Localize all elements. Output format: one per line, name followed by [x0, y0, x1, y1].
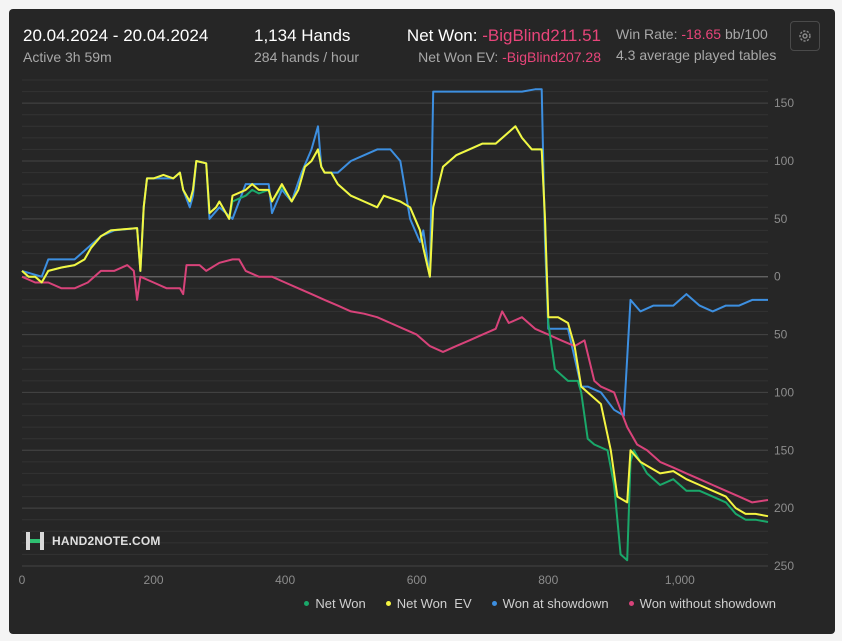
chart-grid — [22, 79, 768, 567]
legend-label: Net Won EV — [396, 596, 472, 611]
y-tick-label: 100 — [774, 154, 794, 168]
win-rate-unit: bb/100 — [724, 26, 768, 42]
net-won-value: -BigBlind211.51 — [482, 26, 601, 45]
x-tick-label: 1,000 — [665, 573, 695, 587]
net-won-ev-value: -BigBlind207.28 — [502, 49, 601, 65]
series-line-net-won — [21, 125, 769, 562]
legend-dot — [304, 601, 310, 606]
y-tick-label: 50 — [774, 212, 788, 226]
y-tick-label: 250 — [774, 559, 794, 573]
x-tick-label: 800 — [538, 573, 558, 587]
series-line-net-won-ev — [21, 125, 769, 518]
y-tick-label: 150 — [774, 96, 794, 110]
legend-item[interactable]: Won without showdown — [628, 596, 776, 611]
legend-label: Net Won — [315, 596, 366, 611]
x-tick-label: 600 — [407, 573, 427, 587]
date-range: 20.04.2024 - 20.04.2024 — [23, 26, 209, 45]
net-won-ev: Net Won EV: -BigBlind207.28 — [418, 49, 601, 65]
legend-item[interactable]: Net Won — [304, 596, 366, 611]
y-tick-label: 100 — [774, 385, 794, 399]
chart-series — [21, 88, 769, 562]
legend-item[interactable]: Won at showdown — [491, 596, 609, 611]
legend-dot — [628, 601, 634, 606]
chart-legend: Net Won Net Won EV Won at showdown Won with… — [304, 596, 776, 611]
net-won-label: Net Won: — [406, 26, 478, 45]
y-tick-label: 50 — [774, 328, 788, 342]
win-rate-label: Win Rate: — [616, 26, 678, 42]
net-won-ev-label: Net Won EV: — [418, 49, 499, 65]
logo-text: HAND2NOTE.COM — [52, 534, 161, 548]
legend-dot — [491, 601, 497, 606]
win-rate: Win Rate: -18.65 bb/100 — [616, 26, 768, 42]
settings-button[interactable] — [790, 21, 820, 51]
legend-item[interactable]: Net Won EV — [385, 596, 472, 611]
active-time: Active 3h 59m — [23, 49, 112, 65]
x-axis-labels: 0 200 400 600 800 1,000 — [19, 573, 696, 587]
net-won: Net Won: -BigBlind211.51 — [407, 26, 601, 46]
graph-panel: 20.04.2024 - 20.04.2024 Active 3h 59m 1,… — [9, 9, 835, 634]
legend-label: Won without showdown — [639, 596, 776, 611]
y-tick-label: 0 — [774, 270, 781, 284]
hands-per-hour: 284 hands / hour — [254, 49, 360, 65]
series-line-won-without-showdown — [21, 258, 769, 504]
x-tick-label: 200 — [144, 573, 164, 587]
legend-dot — [385, 601, 391, 606]
gear-icon — [799, 30, 811, 42]
win-rate-value: -18.65 — [681, 26, 722, 42]
x-tick-label: 400 — [275, 573, 295, 587]
legend-label: Won at showdown — [502, 596, 609, 611]
y-axis-labels: 150 100 50 0 50 100 150 200 250 — [774, 96, 794, 573]
y-tick-label: 150 — [774, 443, 794, 457]
y-tick-label: 200 — [774, 501, 794, 515]
h-logo-icon — [26, 532, 44, 550]
average-tables: 4.3 average played tables — [616, 47, 777, 63]
hand2note-logo: HAND2NOTE.COM — [24, 530, 161, 552]
hands-count: 1,134 Hands — [254, 26, 351, 45]
x-tick-label: 0 — [19, 573, 26, 587]
